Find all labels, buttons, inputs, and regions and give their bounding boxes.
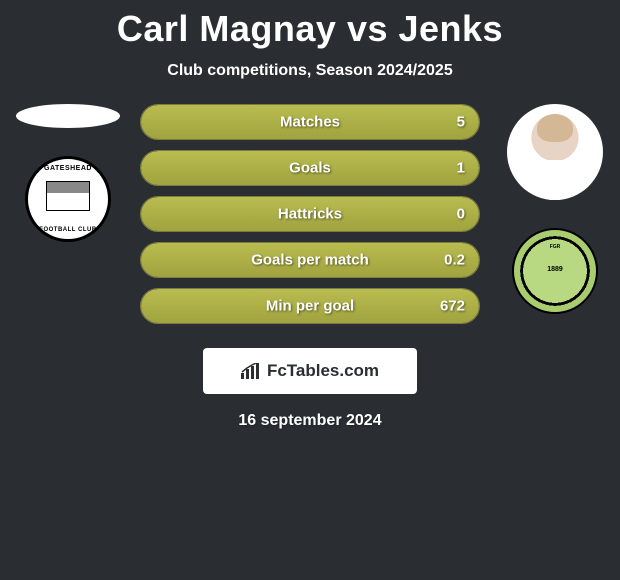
bar-label: Goals per match (251, 252, 369, 269)
bar-row-min-per-goal: Min per goal 672 (140, 288, 480, 324)
bar-value: 0.2 (444, 252, 465, 269)
player-left-column: GATESHEAD FOOTBALL CLUB (8, 104, 128, 242)
bar-row-hattricks: Hattricks 0 (140, 196, 480, 232)
club-left-name-top: GATESHEAD (28, 165, 108, 172)
comparison-main: GATESHEAD FOOTBALL CLUB Matches 5 Goals … (0, 104, 620, 334)
club-logo-left: GATESHEAD FOOTBALL CLUB (25, 156, 111, 242)
bar-label: Min per goal (266, 298, 354, 315)
bar-row-goals: Goals 1 (140, 150, 480, 186)
club-left-name-bottom: FOOTBALL CLUB (28, 227, 108, 233)
bar-label: Goals (289, 160, 331, 177)
branding-text: FcTables.com (267, 361, 379, 381)
bar-value: 1 (457, 160, 465, 177)
bar-value: 5 (457, 114, 465, 131)
page-title: Carl Magnay vs Jenks (0, 0, 620, 50)
player-right-column: FGR 1889 (500, 104, 610, 314)
bar-label: Hattricks (278, 206, 342, 223)
bar-value: 672 (440, 298, 465, 315)
bar-row-goals-per-match: Goals per match 0.2 (140, 242, 480, 278)
player-right-photo (507, 104, 603, 200)
bar-label: Matches (280, 114, 340, 131)
page-subtitle: Club competitions, Season 2024/2025 (0, 62, 620, 80)
stats-bars: Matches 5 Goals 1 Hattricks 0 Goals per … (140, 104, 480, 334)
bar-chart-icon (241, 363, 261, 379)
club-right-year: 1889 (547, 266, 563, 273)
club-right-initials: FGR (550, 244, 561, 250)
branding-badge[interactable]: FcTables.com (203, 348, 417, 394)
bar-row-matches: Matches 5 (140, 104, 480, 140)
player-left-photo (16, 104, 120, 128)
bar-value: 0 (457, 206, 465, 223)
club-left-emblem (46, 181, 90, 211)
club-logo-right: FGR 1889 (512, 228, 598, 314)
date-label: 16 september 2024 (0, 412, 620, 430)
